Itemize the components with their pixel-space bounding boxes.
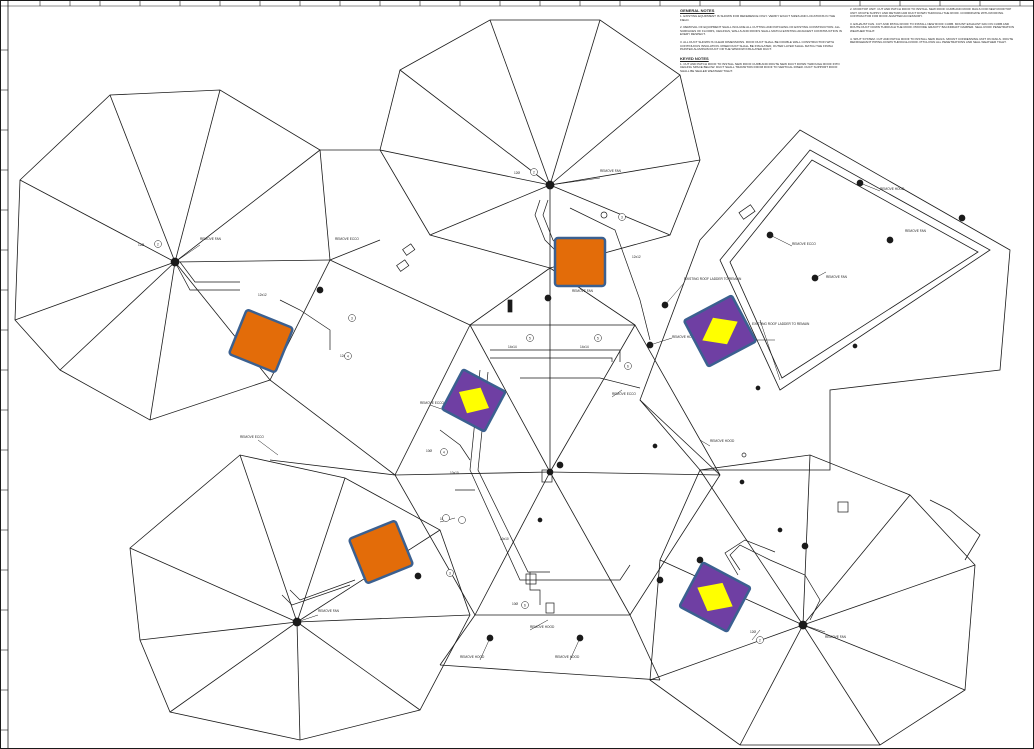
tag-size-14x14-center: 14x14	[508, 345, 517, 349]
keyed-note-2: 2. ROOFTOP UNIT. CUT AND PATCH ROOF TO I…	[850, 8, 1012, 19]
equipment-overlays	[228, 236, 757, 633]
callout-tags: REMOVE FAN REMOVE FAN REMOVE FAN REMOVE …	[138, 169, 927, 659]
general-note-3: 3. ALL DUCT SHOWN IS CLEAR DIMENSIONS. R…	[680, 39, 835, 52]
roof-outline	[14, 19, 1011, 746]
tag-remove-hood-bottom-3: REMOVE HOOD	[530, 625, 555, 629]
tag-remove-hood-bottom-2: REMOVE HOOD	[555, 655, 580, 659]
tag-remove-fan-left: REMOVE FAN	[200, 237, 222, 241]
tag-roof-ladder-2: EXISTING ROOF LADDER TO REMAIN	[752, 322, 810, 326]
sheet-notes: GENERAL NOTES 1. EXISTING EQUIPMENT IS S…	[680, 8, 1030, 128]
tag-size-14x14-center-2: 14x14	[580, 345, 589, 349]
ref-bottom: 6	[524, 604, 526, 608]
tag-roof-ladder: EXISTING ROOF LADDER TO REMAIN	[684, 277, 742, 281]
ref-center-2: 5	[597, 337, 599, 341]
keyed-notes-title: KEYED NOTES	[680, 55, 709, 61]
unit-marker-right[interactable]	[683, 294, 757, 368]
keyed-note-1: 1. CUT AND PATCH ROOF TO INSTALL NEW ROO…	[680, 61, 840, 73]
tag-remove-hood-bottom-1: REMOVE HOOD	[460, 655, 485, 659]
border-ticks	[0, 0, 1021, 731]
general-notes: GENERAL NOTES 1. EXISTING EQUIPMENT IS S…	[680, 8, 845, 78]
ref-center-1: 5	[529, 337, 531, 341]
unit-marker-lower-right[interactable]	[678, 561, 752, 633]
ref-left-3: 4	[347, 355, 349, 359]
ref-left: 2	[157, 243, 159, 247]
roof-pod-lower-right	[649, 454, 976, 746]
ductwork	[174, 199, 821, 621]
tag-remove-ecco-left: REMOVE ECCO	[240, 435, 264, 439]
general-note-1: 1. EXISTING EQUIPMENT IS SHOWN FOR REFER…	[680, 14, 836, 22]
tag-size-12rd-lower-right: 12Ø	[750, 630, 757, 634]
rtu-marker-left[interactable]	[228, 309, 294, 373]
tag-size-12x12-top: 12x12	[632, 255, 641, 259]
tag-remove-fan-top: REMOVE FAN	[600, 169, 622, 173]
tag-remove-fan-lower-left: REMOVE FAN	[318, 609, 340, 613]
tag-remove-fan-center: REMOVE FAN	[572, 289, 594, 293]
callout-leaders	[174, 177, 881, 661]
tag-remove-ecco-center: REMOVE ECCO	[420, 401, 444, 405]
roof-pod-top	[379, 19, 701, 269]
lower-right-notch	[929, 499, 981, 561]
tag-size-12rd-top: 12Ø	[514, 171, 521, 175]
keyed-note-3: 3. EXHAUST FAN. CUT AND PATCH ROOF TO IN…	[850, 21, 1015, 33]
tag-size-12rd-left: 12Ø	[138, 243, 145, 247]
tag-remove-ecco-right: REMOVE ECCO	[792, 242, 816, 246]
tag-remove-fan-right-2: REMOVE FAN	[826, 275, 848, 279]
tag-size-12x12-left: 12x12	[258, 293, 267, 297]
keyed-note-4: 4. SPLIT SYSTEM. CUT AND PATCH ROOF TO I…	[850, 36, 1014, 45]
reference-numbers: 2 2 3 3 4 5 5 6 4 6 2 3	[157, 171, 761, 643]
tag-remove-hood-center-right: REMOVE HOOD	[672, 335, 697, 339]
roof-pod-left	[14, 89, 331, 421]
ref-lower-right: 2	[759, 639, 761, 643]
tag-size-10x10-center-2: 10x10	[500, 537, 509, 541]
roof-center	[269, 149, 721, 681]
general-notes-title: GENERAL NOTES	[680, 8, 715, 13]
roof-pod-right	[639, 129, 1011, 471]
tag-size-10rd-bottom: 10Ø	[512, 602, 519, 606]
general-note-2: 2. REMOVAL OF EQUIPMENT SHALL INCLUDE AL…	[680, 25, 842, 37]
tag-remove-hood-right-lower: REMOVE HOOD	[710, 439, 735, 443]
ref-center-3: 6	[627, 365, 629, 369]
tag-size-10x10-center: 10x10	[450, 471, 459, 475]
tag-remove-ecco-left-2: REMOVE ECCO	[335, 237, 359, 241]
unit-marker-center[interactable]	[441, 368, 507, 433]
tag-size-10rd-center: 10Ø	[426, 449, 433, 453]
roof-pod-lower-left	[129, 454, 471, 741]
ref-center-4: 4	[443, 451, 445, 455]
ref-top-right: 3	[621, 216, 623, 220]
rtu-marker-lower-left[interactable]	[348, 520, 414, 584]
keyed-notes: 2. ROOFTOP UNIT. CUT AND PATCH ROOF TO I…	[850, 8, 1015, 49]
ref-lower-left: 3	[449, 572, 451, 576]
ref-left-2: 3	[351, 317, 353, 321]
tag-remove-hood-right: REMOVE HOOD	[880, 187, 905, 191]
rtu-marker-top[interactable]	[553, 236, 607, 288]
tag-remove-fan-right: REMOVE FAN	[905, 229, 927, 233]
tag-remove-fan-lower-right: REMOVE FAN	[825, 635, 847, 639]
ref-top: 2	[533, 171, 535, 175]
tag-remove-ecco-center-2: REMOVE ECCO	[612, 392, 636, 396]
reference-circles	[154, 168, 764, 644]
